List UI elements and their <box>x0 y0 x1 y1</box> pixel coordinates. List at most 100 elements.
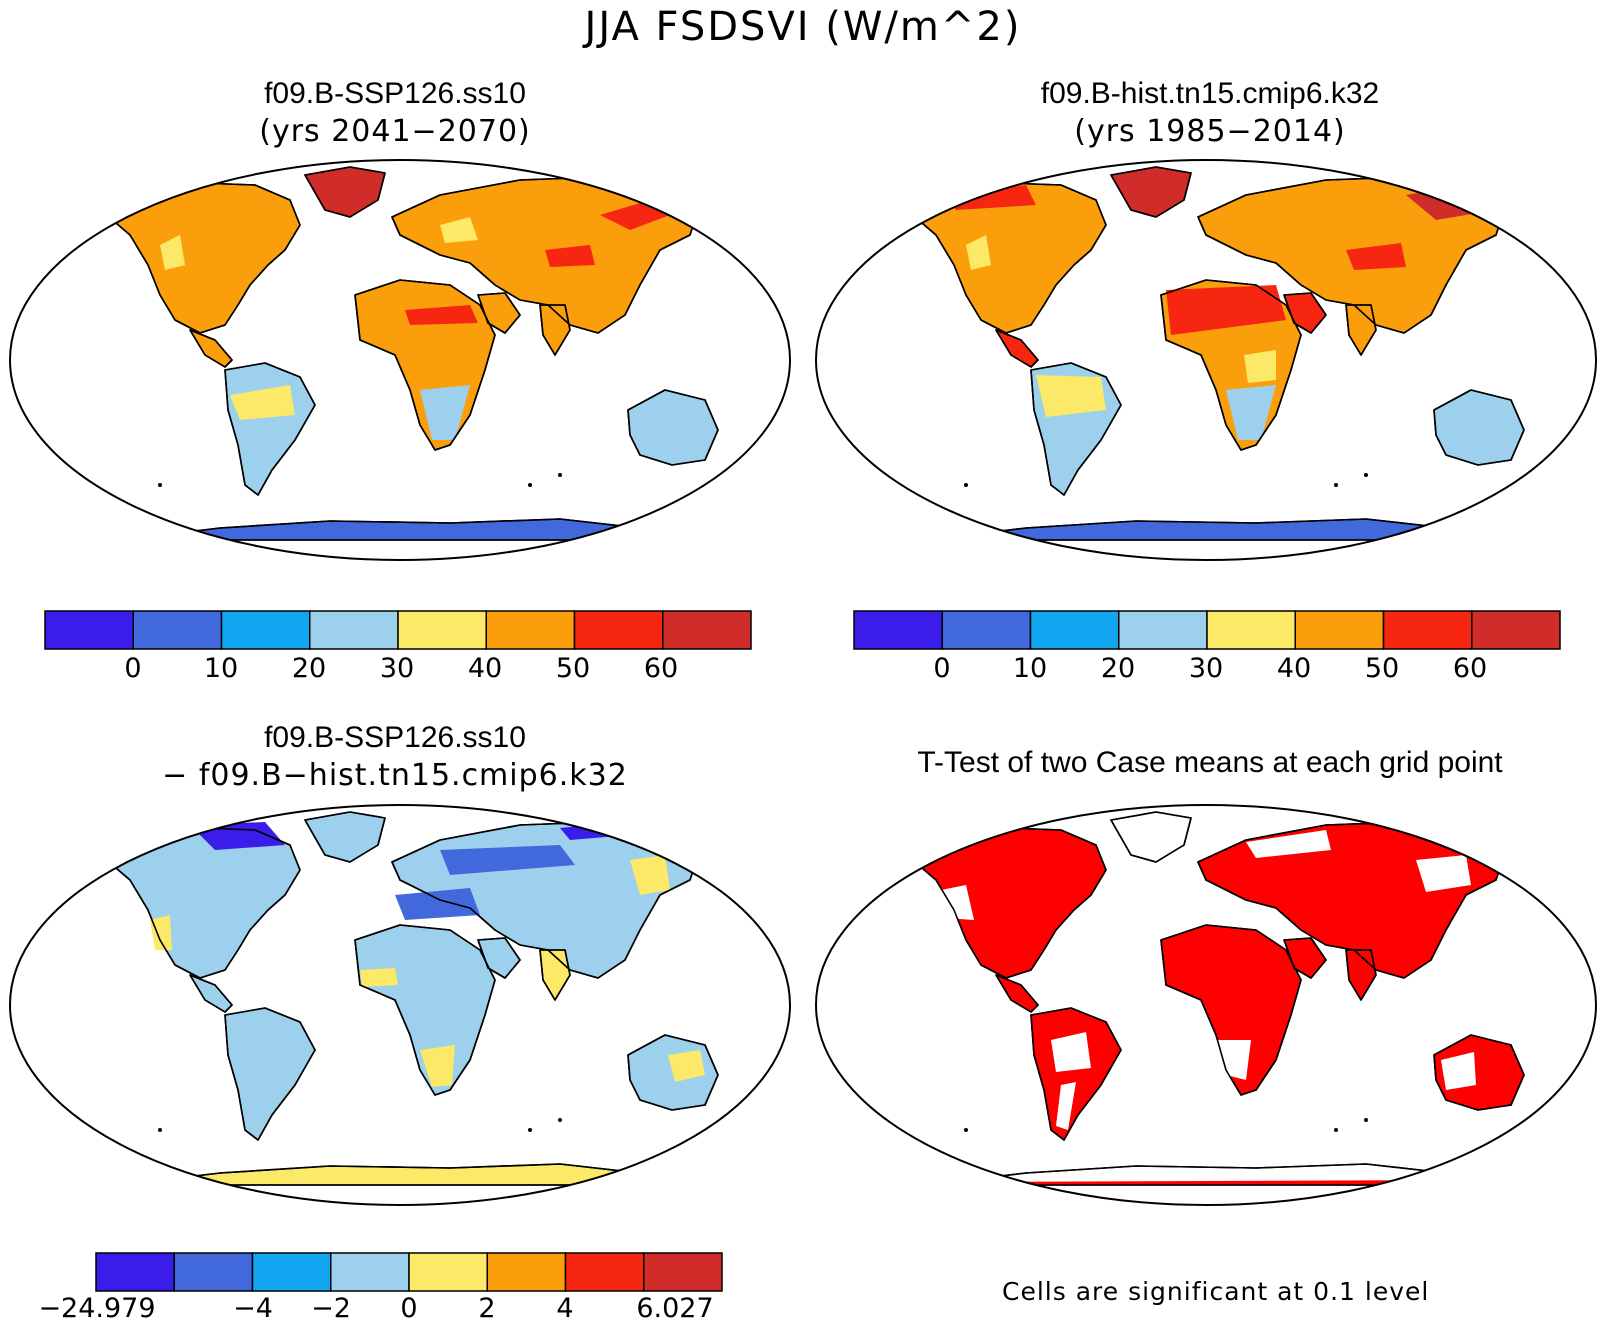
tick-label: 40 <box>1276 653 1312 684</box>
coastline <box>304 166 386 218</box>
field-patch <box>420 385 470 440</box>
colorbar-swatch <box>485 610 576 650</box>
colorbar-swatch <box>220 610 311 650</box>
colorbar-swatch <box>1029 610 1120 650</box>
field-patch <box>150 915 172 950</box>
map-content <box>10 805 790 1205</box>
map-border <box>9 159 791 561</box>
coastline <box>477 292 521 334</box>
colorbar-swatch <box>173 1252 254 1292</box>
tick-label: 0 <box>124 653 142 684</box>
coastline <box>94 827 301 979</box>
coastline <box>539 949 571 1001</box>
coastline <box>304 811 386 863</box>
field-patch <box>160 235 185 270</box>
coastline <box>1030 1007 1122 1141</box>
coastline <box>224 362 316 496</box>
tick-label: −4 <box>233 1293 273 1324</box>
colorbar-diff <box>95 1252 723 1292</box>
field-patch <box>1036 375 1106 417</box>
map-hist <box>815 159 1597 561</box>
coastline <box>945 1163 1467 1186</box>
map-border <box>9 804 791 1206</box>
coastline <box>627 1034 719 1111</box>
field-patch <box>966 235 991 270</box>
field-patch <box>240 423 280 475</box>
coastline <box>139 1163 661 1186</box>
panel3-title: f09.B-SSP126.ss10 <box>264 721 526 754</box>
panel2-title: f09.B-hist.tn15.cmip6.k32 <box>1040 77 1380 110</box>
coastline <box>945 518 1467 541</box>
field-patch <box>630 855 670 895</box>
coastline <box>1110 166 1192 218</box>
coastline <box>1110 811 1192 863</box>
map-content <box>816 805 1596 1205</box>
field-patch <box>1246 830 1331 858</box>
colorbar-swatch <box>1294 610 1385 650</box>
map-content <box>816 160 1596 560</box>
map-ttest <box>815 804 1597 1206</box>
island <box>1364 473 1368 477</box>
panel3-subtitle: − f09.B−hist.tn15.cmip6.k32 <box>162 758 628 793</box>
island <box>718 483 722 487</box>
colorbar-swatch <box>251 1252 332 1292</box>
tick-label: 30 <box>1188 653 1224 684</box>
island <box>698 1138 702 1142</box>
island <box>1364 1118 1368 1122</box>
coastline <box>900 182 1107 334</box>
island <box>98 838 102 842</box>
field-patch <box>440 845 575 875</box>
coastline <box>477 937 521 979</box>
ttest-footnote: Cells are significant at 0.1 level <box>1002 1277 1430 1306</box>
colorbar-swatch <box>44 610 134 650</box>
coastline <box>354 924 496 1096</box>
field-patch <box>941 885 974 920</box>
field-patch <box>1216 1040 1251 1080</box>
island <box>904 838 908 842</box>
island <box>1504 493 1508 497</box>
colorbar-swatch <box>1206 610 1296 650</box>
colorbar-swatch <box>1382 610 1473 650</box>
coastline <box>189 974 233 1013</box>
colorbar-swatch <box>486 1252 567 1292</box>
colorbar-hist <box>853 610 1561 650</box>
field-patch <box>1441 1052 1476 1090</box>
field-patch <box>1051 1032 1091 1072</box>
panel4-title: T-Test of two Case means at each grid po… <box>917 746 1503 779</box>
colorbar-swatch <box>1118 610 1208 650</box>
island <box>558 473 562 477</box>
island <box>1504 1138 1508 1142</box>
colorbar-swatch <box>662 610 752 650</box>
map-ssp126 <box>9 159 791 561</box>
island <box>964 483 968 487</box>
tick-label: 60 <box>643 653 679 684</box>
colorbar-swatch <box>397 610 487 650</box>
island <box>528 1128 532 1132</box>
field-patch <box>395 888 480 920</box>
field-patch <box>440 217 478 243</box>
map-border <box>815 804 1597 1206</box>
field-patch <box>360 968 398 987</box>
figure-title: JJA FSDSVI (W/m^2) <box>584 4 1022 50</box>
island <box>158 1128 162 1132</box>
colorbar-swatch <box>564 1252 645 1292</box>
tick-label: 50 <box>555 653 591 684</box>
field-patch <box>1226 385 1276 440</box>
coastline <box>1283 937 1327 979</box>
island <box>558 1118 562 1122</box>
coastline <box>189 329 233 368</box>
colorbar-swatch <box>643 1252 723 1292</box>
field-patch <box>1416 855 1471 892</box>
island <box>1334 1128 1338 1132</box>
tick-label: 30 <box>379 653 415 684</box>
field-patch <box>946 1180 1466 1185</box>
field-patch <box>420 1045 455 1087</box>
colorbar-swatch <box>1471 610 1561 650</box>
tick-label: 10 <box>203 653 239 684</box>
map-border <box>815 159 1597 561</box>
coastline <box>1345 304 1377 356</box>
coastline <box>1345 949 1377 1001</box>
island <box>904 193 908 197</box>
coastline <box>900 827 1107 979</box>
field-patch <box>230 385 295 420</box>
